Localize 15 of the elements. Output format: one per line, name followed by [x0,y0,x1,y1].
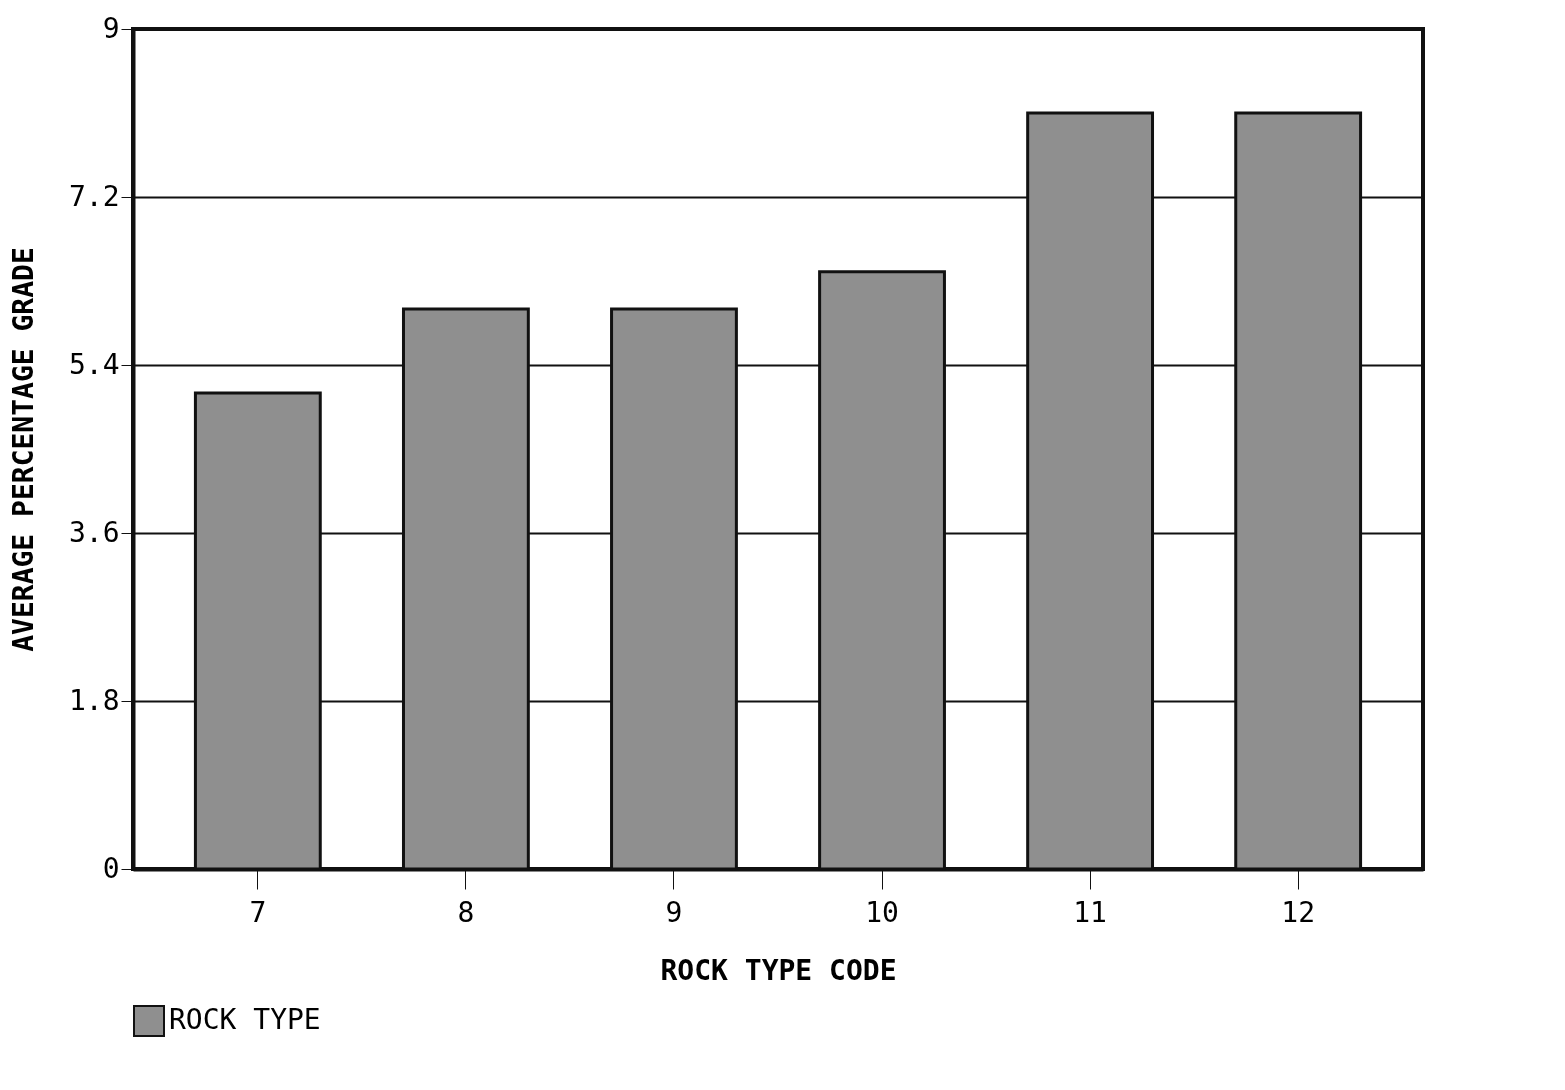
y-tick-label: 9 [102,11,120,45]
y-tick-label: 3.6 [68,515,120,549]
x-tick-label: 7 [249,895,267,929]
x-axis-title: ROCK TYPE CODE [660,953,897,987]
x-tick-label: 9 [665,895,683,929]
y-tick-label: 1.8 [68,683,120,717]
y-tick-label: 7.2 [68,179,120,213]
y-axis-title: AVERAGE PERCENTAGE GRADE [6,247,40,652]
y-tick-label: 5.4 [68,347,120,381]
x-tick-label: 12 [1281,895,1316,929]
legend-label: ROCK TYPE [169,1003,321,1036]
x-tick-label: 10 [865,895,899,929]
x-tick-label: 11 [1073,895,1107,929]
x-tick-label: 8 [457,895,475,929]
y-tick-label: 0 [102,851,120,885]
